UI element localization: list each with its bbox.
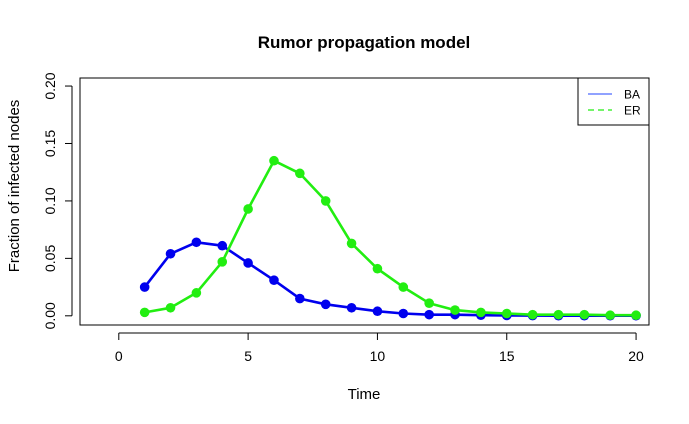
plot-area-border [79,77,650,326]
legend-label-er: ER [624,104,641,118]
data-point-er [165,302,176,313]
data-point-er [527,309,538,320]
x-tick-label: 20 [628,348,644,364]
data-point-er [501,308,512,319]
data-point-ba [424,309,434,320]
data-point-er [346,238,357,249]
legend-label-ba: BA [624,88,640,102]
data-point-ba [165,248,176,259]
series-layer [139,155,641,321]
y-tick-label: 0.15 [42,130,58,157]
y-tick-label: 0.05 [42,245,58,272]
data-point-ba [139,282,150,292]
x-axis: 0 5 10 15 20 [115,332,644,364]
y-tick-label: 0.20 [42,72,58,99]
data-point-ba [398,308,409,319]
data-point-er [605,310,616,321]
data-point-er [450,305,460,315]
y-tick-label: 0.10 [42,187,58,214]
x-tick-label: 15 [499,348,515,364]
y-axis: 0.00 0.05 0.10 0.15 0.20 [42,72,73,329]
legend: BA ER [577,77,650,126]
x-axis-label: Time [348,386,381,403]
data-point-ba [295,293,305,304]
data-point-er [631,310,641,321]
data-point-er [295,168,305,179]
data-point-er [139,307,150,318]
series-er [139,155,641,321]
x-tick-label: 5 [244,348,252,364]
x-tick-label: 0 [115,348,123,364]
data-point-er [269,155,279,166]
y-tick-label: 0.00 [42,302,58,329]
data-point-er [372,263,383,274]
data-point-ba [372,306,383,317]
data-point-er [553,309,564,320]
data-point-ba [269,275,279,285]
data-point-ba [320,299,331,310]
data-point-ba [217,240,228,251]
y-axis-label: Fraction of infected nodes [6,100,23,273]
legend-box [577,77,650,126]
data-point-er [217,257,228,267]
data-point-er [476,307,486,318]
data-point-er [320,196,331,206]
chart-title: Rumor propagation model [258,33,471,52]
data-point-er [398,282,409,292]
data-point-er [579,309,590,320]
x-tick-label: 10 [370,348,386,364]
data-point-er [243,204,253,214]
data-point-er [191,288,202,298]
data-point-ba [243,258,253,268]
data-point-ba [191,237,202,248]
data-point-ba [346,302,357,313]
data-point-er [424,298,434,308]
